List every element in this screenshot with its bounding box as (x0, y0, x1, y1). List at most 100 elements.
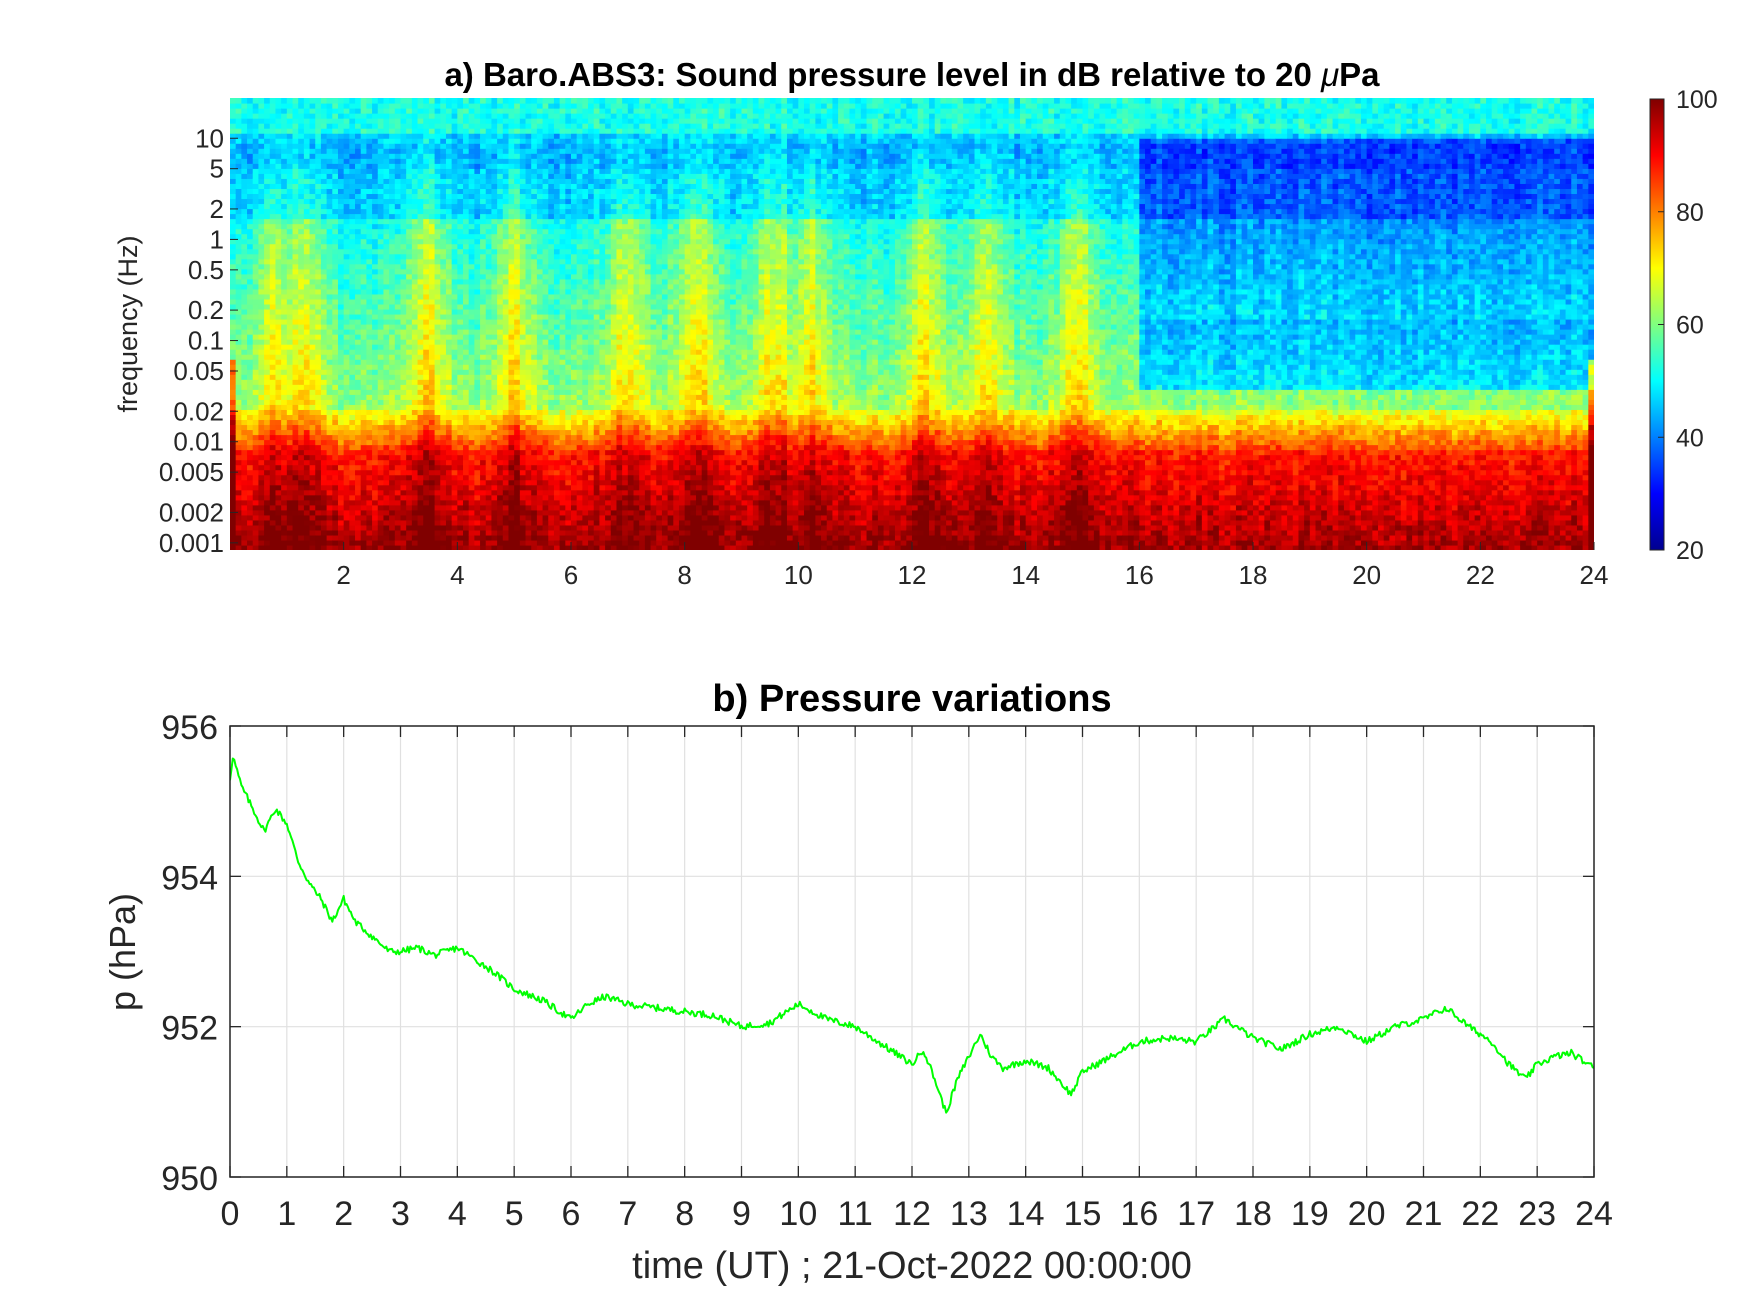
heatmap-cell (418, 254, 424, 260)
heatmap-cell (469, 379, 475, 385)
heatmap-cell (372, 394, 378, 400)
heatmap-cell (401, 198, 407, 204)
heatmap-cell (435, 530, 441, 536)
heatmap-cell (480, 103, 486, 109)
heatmap-cell (435, 289, 441, 295)
heatmap-cell (440, 530, 446, 536)
heatmap-cell (310, 510, 316, 516)
heatmap-cell (366, 369, 372, 375)
heatmap-cell (503, 309, 509, 315)
heatmap-cell (366, 354, 372, 360)
heatmap-cell (435, 178, 441, 184)
heatmap-cell (241, 354, 247, 360)
heatmap-cell (401, 269, 407, 275)
heatmap-cell (275, 173, 281, 179)
heatmap-cell (310, 259, 316, 265)
heatmap-cell (526, 455, 532, 461)
heatmap-cell (293, 203, 299, 209)
heatmap-cell (457, 208, 463, 214)
heatmap-cell (293, 419, 299, 425)
heatmap-cell (321, 264, 327, 270)
heatmap-cell (281, 434, 287, 440)
heatmap-cell (383, 203, 389, 209)
heatmap-cell (469, 188, 475, 194)
heatmap-cell (418, 364, 424, 370)
heatmap-cell (293, 123, 299, 129)
heatmap-cell (230, 520, 236, 526)
heatmap-cell (349, 429, 355, 435)
heatmap-cell (327, 404, 333, 410)
heatmap-cell (349, 304, 355, 310)
heatmap-cell (429, 188, 435, 194)
heatmap-cell (281, 429, 287, 435)
heatmap-cell (241, 314, 247, 320)
heatmap-cell (275, 394, 281, 400)
heatmap-cell (520, 193, 526, 199)
heatmap-cell (253, 289, 259, 295)
heatmap-cell (429, 545, 435, 551)
heatmap-cell (349, 289, 355, 295)
heatmap-cell (349, 229, 355, 235)
heatmap-cell (270, 113, 276, 119)
heatmap-cell (332, 319, 338, 325)
heatmap-cell (412, 143, 418, 149)
heatmap-cell (349, 404, 355, 410)
heatmap-cell (531, 515, 537, 521)
heatmap-cell (531, 294, 537, 300)
heatmap-cell (537, 369, 543, 375)
heatmap-cell (304, 525, 310, 531)
heatmap-cell (429, 485, 435, 491)
heatmap-cell (372, 108, 378, 114)
heatmap-cell (463, 434, 469, 440)
heatmap-cell (372, 163, 378, 169)
heatmap-cell (435, 374, 441, 380)
heatmap-cell (440, 465, 446, 471)
heatmap-cell (293, 404, 299, 410)
heatmap-cell (327, 259, 333, 265)
heatmap-cell (435, 249, 441, 255)
heatmap-cell (537, 379, 543, 385)
heatmap-cell (463, 409, 469, 415)
figure: a) Baro.ABS3: Sound pressure level in dB… (0, 0, 1750, 1313)
heatmap-cell (247, 384, 253, 390)
heatmap-cell (463, 485, 469, 491)
heatmap-cell (469, 183, 475, 189)
heatmap-cell (287, 545, 293, 551)
heatmap-cell (258, 434, 264, 440)
heatmap-cell (389, 379, 395, 385)
heatmap-cell (503, 259, 509, 265)
heatmap-cell (423, 163, 429, 169)
heatmap-cell (258, 525, 264, 531)
heatmap-cell (531, 510, 537, 516)
heatmap-cell (327, 163, 333, 169)
heatmap-cell (537, 480, 543, 486)
heatmap-cell (508, 490, 514, 496)
heatmap-cell (372, 219, 378, 225)
heatmap-cell (514, 294, 520, 300)
heatmap-cell (310, 379, 316, 385)
heatmap-cell (258, 374, 264, 380)
heatmap-cell (463, 198, 469, 204)
heatmap-cell (327, 460, 333, 466)
heatmap-cell (491, 148, 497, 154)
heatmap-cell (429, 309, 435, 315)
heatmap-cell (304, 98, 310, 104)
heatmap-cell (429, 520, 435, 526)
heatmap-cell (275, 168, 281, 174)
heatmap-cell (531, 118, 537, 124)
heatmap-cell (310, 239, 316, 245)
heatmap-cell (429, 424, 435, 430)
heatmap-cell (418, 329, 424, 335)
heatmap-cell (480, 480, 486, 486)
heatmap-cell (497, 429, 503, 435)
heatmap-cell (446, 465, 452, 471)
heatmap-cell (520, 259, 526, 265)
heatmap-cell (275, 455, 281, 461)
heatmap-cell (264, 264, 270, 270)
heatmap-cell (486, 299, 492, 305)
heatmap-cell (491, 113, 497, 119)
heatmap-cell (423, 103, 429, 109)
heatmap-cell (435, 264, 441, 270)
heatmap-cell (503, 118, 509, 124)
heatmap-cell (293, 515, 299, 521)
